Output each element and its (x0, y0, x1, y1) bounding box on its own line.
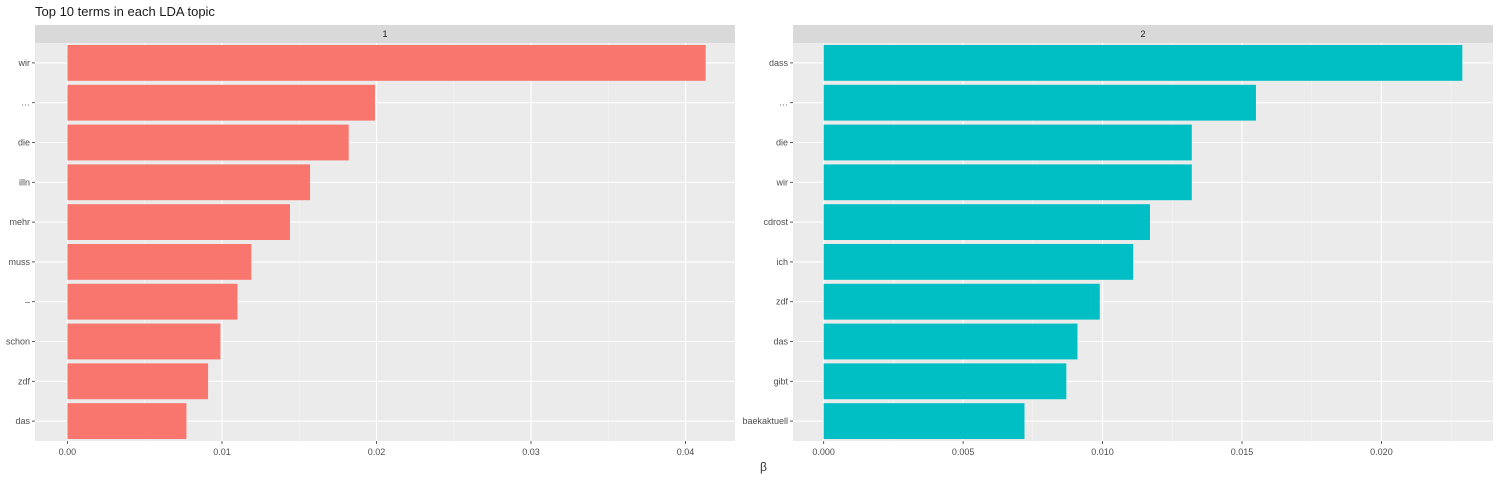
x-tick-label: 0.01 (213, 447, 231, 457)
bar-1-2 (67, 124, 349, 161)
bar-1-5 (67, 243, 252, 280)
y-tick-label: mehr (9, 217, 30, 227)
bar-2-6 (823, 283, 1100, 320)
x-tick-label: 0.000 (812, 447, 835, 457)
bar-1-1 (67, 84, 375, 121)
bar-1-9 (67, 403, 187, 440)
y-tick-label: illn (19, 177, 30, 187)
y-tick-label: cdrost (763, 217, 788, 227)
y-tick-label: … (21, 98, 30, 108)
bar-1-3 (67, 164, 311, 201)
x-tick-label: 0.03 (522, 447, 540, 457)
bar-2-7 (823, 323, 1078, 360)
y-tick-label: die (18, 138, 30, 148)
bar-2-2 (823, 124, 1192, 161)
y-tick-label: … (779, 98, 788, 108)
y-tick-label: muss (8, 257, 30, 267)
bar-2-5 (823, 243, 1134, 280)
y-tick-label: das (773, 337, 788, 347)
bar-2-1 (823, 84, 1256, 121)
x-tick-label: 0.04 (677, 447, 695, 457)
y-tick-label: baekaktuell (742, 416, 788, 426)
bar-2-3 (823, 164, 1192, 201)
bar-1-8 (67, 363, 209, 400)
bar-1-0 (67, 44, 706, 81)
x-tick-label: 0.02 (368, 447, 386, 457)
y-tick-label: zdf (776, 297, 789, 307)
x-tick-label: 0.00 (59, 447, 77, 457)
y-tick-label: ich (776, 257, 788, 267)
facet-strip-label: 2 (1140, 29, 1145, 39)
bar-2-9 (823, 403, 1025, 440)
y-tick-label: dass (769, 58, 789, 68)
y-tick-label: – (25, 297, 30, 307)
facet-strip (35, 25, 735, 43)
x-tick-label: 0.015 (1231, 447, 1254, 457)
facet-panel-1: 1 0.00 0.01 0.02 0.03 0.04 wir … die illn mehr muss… (6, 25, 735, 457)
y-tick-label: gibt (773, 376, 788, 386)
bar-2-8 (823, 363, 1067, 400)
y-tick-label: das (15, 416, 30, 426)
y-tick-label: wir (776, 177, 789, 187)
x-tick-label: 0.020 (1370, 447, 1393, 457)
facet-strip-label: 1 (382, 29, 387, 39)
bar-2-0 (823, 44, 1463, 81)
y-tick-label: schon (6, 337, 30, 347)
y-tick-label: die (776, 138, 788, 148)
x-tick-label: 0.010 (1091, 447, 1114, 457)
x-axis-title: β (760, 460, 767, 474)
bar-2-4 (823, 204, 1150, 241)
bar-1-6 (67, 283, 238, 320)
facet-panel-2: 2 0.000 0.005 0.010 0.015 0.020 dass … die wir cdr… (742, 25, 1493, 457)
y-tick-label: zdf (18, 376, 31, 386)
bar-1-4 (67, 204, 290, 241)
y-tick-label: wir (18, 58, 31, 68)
bar-1-7 (67, 323, 221, 360)
chart-title: Top 10 terms in each LDA topic (35, 4, 215, 19)
facet-strip (793, 25, 1493, 43)
x-tick-label: 0.005 (952, 447, 975, 457)
